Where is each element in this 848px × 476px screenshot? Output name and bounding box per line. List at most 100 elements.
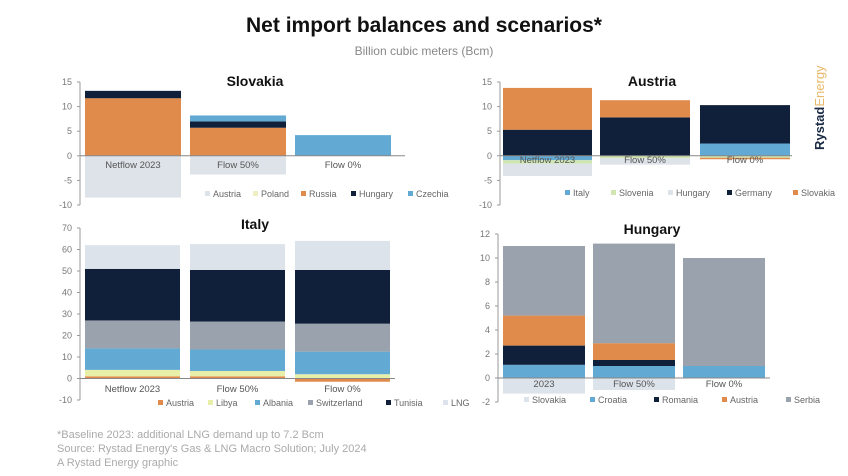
category-label: Flow 0% bbox=[324, 384, 361, 395]
legend-label: Libya bbox=[216, 398, 238, 408]
bar-segment: Hungary: 1.5 bbox=[85, 90, 181, 99]
bar-segment: Russia: 11.7 bbox=[85, 98, 181, 156]
legend-swatch bbox=[727, 190, 732, 195]
legend-label: Slovenia bbox=[619, 188, 654, 198]
bar-segment: Slovakia: -0.3 bbox=[700, 157, 790, 160]
baseline-note: *Baseline 2023: additional LNG demand up… bbox=[57, 429, 324, 441]
bar-segment: Slovenia: -0.4 bbox=[700, 155, 790, 158]
bar-segment: Germany: 7.8 bbox=[700, 105, 790, 144]
chart-subtitle: Billion cubic meters (Bcm) bbox=[354, 44, 494, 58]
category-label: Flow 0% bbox=[727, 155, 764, 166]
bar-segment: Italy: -0.9 bbox=[503, 155, 592, 161]
legend-swatch bbox=[611, 190, 616, 195]
bar-segment: Romania: 0.5 bbox=[593, 360, 675, 366]
legend-label: Russia bbox=[309, 189, 337, 199]
legend-swatch bbox=[386, 400, 391, 405]
legend-swatch bbox=[524, 397, 529, 402]
bar-segment: Tunisia: 24 bbox=[85, 268, 180, 321]
legend-label: Switzerland bbox=[316, 398, 363, 408]
legend-swatch bbox=[793, 190, 798, 195]
bar-segment: Croatia: 1 bbox=[683, 366, 765, 378]
bar-segment: Italy: 2.5 bbox=[700, 143, 790, 156]
y-tick-label: 10 bbox=[62, 102, 72, 112]
bar-segment: Tunisia: 24 bbox=[190, 269, 285, 322]
credit-note: A Rystad Energy graphic bbox=[57, 457, 179, 469]
legend-swatch bbox=[255, 400, 260, 405]
y-tick-label: 6 bbox=[485, 301, 490, 311]
y-tick-label: 20 bbox=[62, 331, 72, 341]
y-tick-label: 8 bbox=[485, 277, 490, 287]
bar-segment: Czechia: 4.2 bbox=[295, 135, 391, 156]
legend-label: Czechia bbox=[416, 189, 449, 199]
bar-segment: Serbia: 5.8 bbox=[503, 246, 585, 316]
legend-swatch bbox=[443, 400, 448, 405]
category-label: Flow 0% bbox=[325, 160, 362, 171]
y-tick-label: 10 bbox=[62, 352, 72, 362]
panel-title: Hungary bbox=[624, 221, 681, 237]
y-tick-label: -5 bbox=[484, 175, 492, 185]
bar-segment: Romania: 1.6 bbox=[503, 345, 585, 365]
category-label: Netflow 2023 bbox=[105, 160, 160, 171]
y-tick-label: 0 bbox=[487, 151, 492, 161]
bar-segment: Germany: 5.3 bbox=[503, 129, 592, 156]
bar-segment: Albania: 10 bbox=[190, 349, 285, 371]
bar-segment: LNG: 13.5 bbox=[295, 240, 390, 270]
bar-segment: Austria: 1 bbox=[190, 376, 285, 379]
legend-swatch bbox=[590, 397, 595, 402]
panel-title: Italy bbox=[241, 216, 269, 232]
legend-label: Slovakia bbox=[801, 188, 835, 198]
bar-segment: Switzerland: 13 bbox=[295, 323, 390, 352]
legend-label: Croatia bbox=[598, 395, 627, 405]
bar-segment: Austria: -8.5 bbox=[85, 155, 181, 198]
bar-segment: Hungary: -1.3 bbox=[600, 158, 690, 165]
legend-label: Italy bbox=[573, 188, 590, 198]
y-tick-label: 40 bbox=[62, 288, 72, 298]
bar-segment: LNG: 12 bbox=[190, 244, 285, 270]
panel-austria: Italy: -0.9Slovenia: -0.7Hungary: -2.5 Ge… bbox=[479, 73, 835, 210]
y-tick-label: -2 bbox=[482, 397, 490, 407]
legend-swatch bbox=[408, 191, 413, 196]
bar-segment: Hungary: -2.5 bbox=[503, 163, 592, 176]
legend-swatch bbox=[208, 400, 213, 405]
bar-segment: Serbia: 8.3 bbox=[593, 243, 675, 344]
footnotes: *Baseline 2023: additional LNG demand up… bbox=[57, 428, 367, 470]
category-label: Flow 50% bbox=[217, 160, 259, 171]
y-tick-label: 60 bbox=[62, 245, 72, 255]
legend-label: LNG bbox=[451, 398, 470, 408]
legend-swatch bbox=[308, 400, 313, 405]
bar-segment: Slovakia: 8.5 bbox=[503, 87, 592, 130]
y-tick-label: 0 bbox=[485, 373, 490, 383]
category-label: Flow 50% bbox=[217, 384, 259, 395]
panel-hungary: Slovakia: -1.3Croatia: 1.1Romania: 1.6Au… bbox=[480, 221, 820, 407]
bar-segment: Slovakia: -1.3 bbox=[503, 378, 585, 394]
bar-segment: Slovenia: -0.5 bbox=[600, 155, 690, 159]
y-tick-label: 15 bbox=[482, 77, 492, 87]
bar-segment: Albania: 10 bbox=[85, 348, 180, 370]
panel-slovakia: Austria: -8.5Russia: 11.7Hungary: 1.5 Aus… bbox=[59, 73, 449, 210]
y-tick-label: 10 bbox=[482, 102, 492, 112]
panel-title: Austria bbox=[628, 73, 676, 89]
bar-segment: Germany: 7.8 bbox=[600, 117, 690, 156]
legend-label: Austria bbox=[166, 398, 194, 408]
bar-segment: Austria: -1.5 bbox=[295, 378, 390, 382]
legend-label: Hungary bbox=[676, 188, 711, 198]
bar-segment: Slovakia: 3.5 bbox=[600, 100, 690, 118]
bar-segment: LNG: 11 bbox=[85, 245, 180, 269]
bar-segment: Russia: 5.7 bbox=[190, 127, 286, 156]
chart-title: Net import balances and scenarios* bbox=[246, 14, 602, 37]
legend-swatch bbox=[668, 190, 673, 195]
bar-segment: Slovakia: -1 bbox=[593, 378, 675, 390]
bar-segment: Switzerland: 13 bbox=[85, 320, 180, 349]
y-tick-label: 0 bbox=[67, 374, 72, 384]
legend-label: Austria bbox=[730, 395, 758, 405]
legend-label: Albania bbox=[263, 398, 293, 408]
legend-label: Romania bbox=[662, 395, 698, 405]
category-label: 2023 bbox=[533, 379, 554, 390]
legend-swatch bbox=[565, 190, 570, 195]
legend-label: Germany bbox=[735, 188, 773, 198]
bar-segment: Hungary: 1.3 bbox=[190, 121, 286, 128]
y-tick-label: 15 bbox=[62, 77, 72, 87]
legend-label: Austria bbox=[213, 189, 241, 199]
legend-swatch bbox=[351, 191, 356, 196]
source-note: Source: Rystad Energy's Gas & LNG Macro … bbox=[57, 443, 367, 455]
